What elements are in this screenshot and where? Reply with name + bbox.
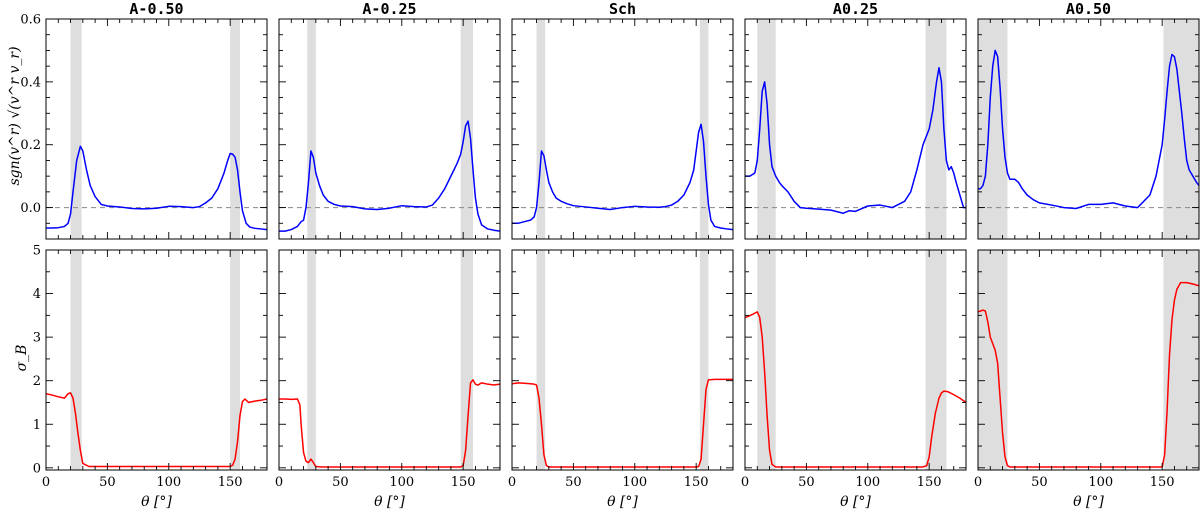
shaded-band — [757, 250, 776, 470]
x-tick-label: 100 — [389, 475, 414, 490]
y-tick-label: 2 — [33, 374, 41, 389]
shaded-band — [230, 19, 240, 239]
shaded-band — [70, 19, 82, 239]
sigma-series-line — [512, 378, 733, 468]
panel-title: A0.25 — [833, 0, 878, 18]
panel-Sch-row-0 — [511, 18, 734, 240]
shaded-band — [460, 19, 473, 239]
panel-A0.50-row-0 — [977, 18, 1200, 240]
y-tick-label: 0.0 — [20, 201, 41, 216]
x-tick-label: 0 — [508, 475, 516, 490]
shaded-band — [1163, 19, 1199, 239]
y-tick-label: 5 — [33, 244, 41, 259]
shaded-band — [757, 19, 776, 239]
panel-A-0.50-row-0: 0.0 0.2 0.4 0.6 — [20, 13, 268, 240]
x-tick-label: 150 — [917, 475, 942, 490]
x-axis-label: θ [°] — [840, 494, 871, 510]
panel-title: A0.50 — [1066, 0, 1111, 18]
shaded-band — [70, 250, 82, 470]
x-tick-label: 100 — [855, 475, 880, 490]
y-tick-label: 0.6 — [20, 13, 41, 28]
velocity-series-line — [46, 145, 267, 231]
x-tick-label: 50 — [565, 475, 582, 490]
sigma-y-axis-label: σ_B — [14, 345, 30, 372]
velocity-series-line — [978, 49, 1199, 210]
x-tick-label: 0 — [42, 475, 50, 490]
y-tick-label: 0.4 — [20, 75, 41, 90]
x-axis-label: θ [°] — [374, 494, 405, 510]
x-tick-label: 0 — [974, 475, 982, 490]
shaded-band — [699, 19, 709, 239]
y-tick-label: 1 — [33, 418, 41, 433]
x-tick-label: 100 — [1088, 475, 1113, 490]
y-tick-label: 0.2 — [20, 138, 41, 153]
shaded-band — [699, 250, 709, 470]
x-tick-label: 100 — [622, 475, 647, 490]
panel-A0.25-row-0 — [744, 18, 967, 240]
x-tick-label: 150 — [218, 475, 243, 490]
x-tick-label: 150 — [451, 475, 476, 490]
panel-A0.25-row-1: 0 50 100 150 — [741, 249, 967, 490]
shaded-band — [460, 250, 473, 470]
shaded-band — [536, 19, 546, 239]
panel-A-0.25-row-1: 0 50 100 150 — [275, 249, 501, 490]
y-tick-label: 3 — [33, 331, 41, 346]
shaded-band — [925, 19, 947, 239]
x-tick-label: 150 — [1150, 475, 1175, 490]
panel-A0.50-row-1: 0 50 100 150 — [974, 249, 1200, 490]
velocity-series-line — [745, 66, 966, 214]
shaded-band — [536, 250, 546, 470]
sigma-series-line — [978, 281, 1199, 468]
x-tick-label: 100 — [156, 475, 181, 490]
x-axis-label: θ [°] — [1073, 494, 1104, 510]
x-tick-label: 50 — [332, 475, 349, 490]
velocity-y-axis-label: sgn(v^r) √(v^r v_r) — [7, 46, 23, 185]
x-axis-label: θ [°] — [607, 494, 638, 510]
x-tick-label: 50 — [798, 475, 815, 490]
velocity-series-line — [512, 123, 733, 231]
y-tick-label: 4 — [33, 287, 41, 302]
panel-title: Sch — [609, 0, 636, 18]
x-tick-label: 150 — [684, 475, 709, 490]
x-tick-label: 0 — [275, 475, 283, 490]
shaded-band — [925, 250, 947, 470]
x-axis-label: θ [°] — [141, 494, 172, 510]
x-tick-label: 0 — [741, 475, 749, 490]
panel-title: A-0.25 — [362, 0, 416, 18]
x-tick-label: 50 — [1031, 475, 1048, 490]
panel-title: A-0.50 — [129, 0, 183, 18]
panel-Sch-row-1: 0 50 100 150 — [508, 249, 734, 490]
panel-A-0.25-row-0 — [278, 18, 501, 240]
shaded-band — [307, 19, 316, 239]
shaded-band — [230, 250, 240, 470]
x-tick-label: 50 — [99, 475, 116, 490]
velocity-series-line — [279, 120, 500, 232]
shaded-band — [307, 250, 316, 470]
y-tick-label: 0 — [33, 461, 41, 476]
